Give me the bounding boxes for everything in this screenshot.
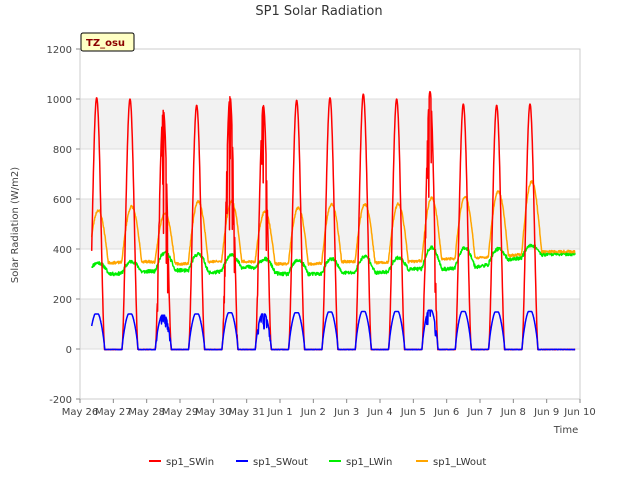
legend-label-sp1_SWout: sp1_SWout (253, 457, 308, 468)
series-line-sp1_SWout (90, 309, 576, 351)
x-tick-label: Jun 1 (266, 407, 292, 418)
y-axis-label: Solar Radiation (W/m2) (10, 167, 21, 283)
series-line-sp1_LWin (91, 243, 576, 277)
station-label: TZ_osu (86, 38, 125, 49)
chart-title: SP1 Solar Radiation (255, 4, 382, 19)
grid-band (80, 99, 580, 149)
x-tick-label: May 30 (195, 407, 232, 418)
x-tick-label: Jun 7 (466, 407, 492, 418)
x-tick-label: May 28 (128, 407, 165, 418)
x-tick-label: May 29 (162, 407, 199, 418)
x-tick-label: Jun 8 (500, 407, 526, 418)
legend: sp1_SWin sp1_SWout sp1_LWin sp1_LWout (149, 457, 486, 468)
x-tick-label: Jun 3 (333, 407, 359, 418)
legend-label-sp1_SWin: sp1_SWin (166, 457, 214, 468)
x-tick-label: Jun 5 (400, 407, 426, 418)
legend-label-sp1_LWin: sp1_LWin (346, 457, 392, 468)
y-tick-label: 1200 (47, 45, 72, 56)
station-label-box: TZ_osu (80, 32, 135, 52)
x-axis-label: Time (553, 425, 578, 436)
y-tick-label: -200 (49, 395, 72, 406)
x-tick-label: Jun 4 (366, 407, 392, 418)
x-tick-label: Jun 9 (533, 407, 559, 418)
y-tick-label: 1000 (47, 95, 72, 106)
y-tick-label: 400 (53, 245, 72, 256)
legend-label-sp1_LWout: sp1_LWout (433, 457, 486, 468)
grid-band (80, 299, 580, 349)
y-tick-label: 600 (53, 195, 72, 206)
y-tick-label: 0 (66, 345, 72, 356)
x-tick-label: May 26 (62, 407, 99, 418)
y-tick-label: 800 (53, 145, 72, 156)
plot-frame (79, 48, 581, 400)
x-tick-label: May 31 (228, 407, 265, 418)
x-tick-label: Jun 10 (563, 407, 596, 418)
y-tick-label: 200 (53, 295, 72, 306)
x-tick-label: Jun 6 (433, 407, 459, 418)
x-tick-label: Jun 2 (300, 407, 326, 418)
x-tick-label: May 27 (95, 407, 132, 418)
